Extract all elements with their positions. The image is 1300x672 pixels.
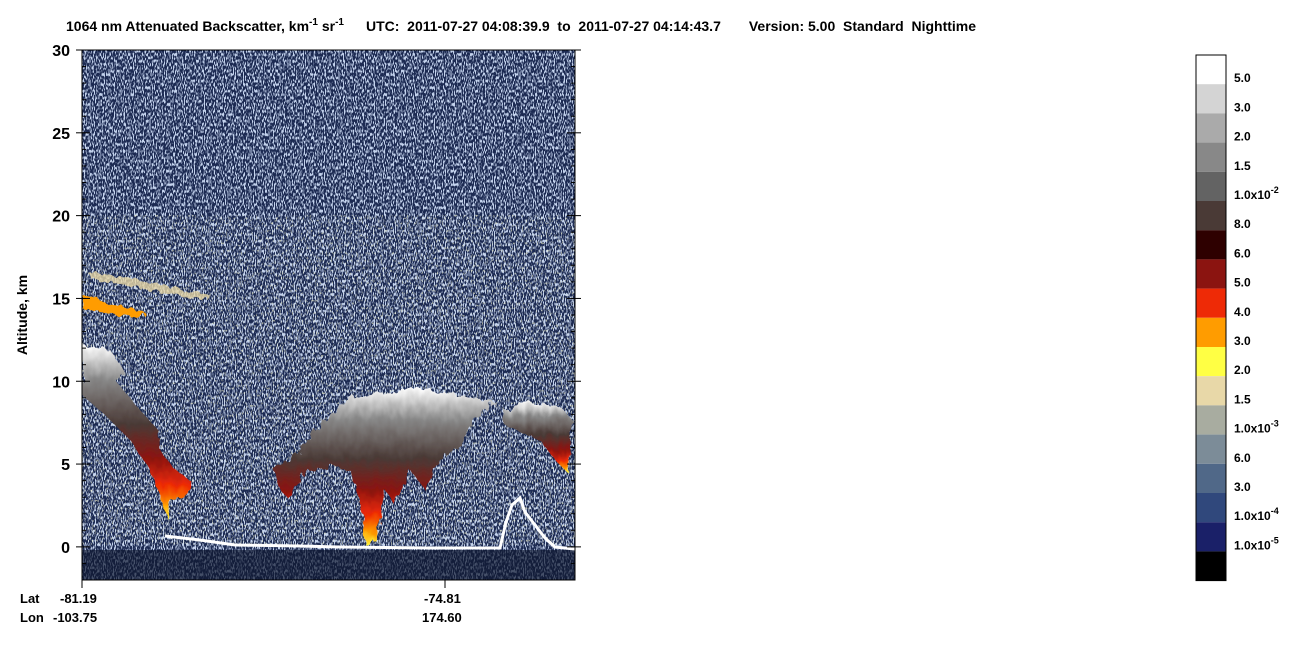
- colorbar-label-text: 5.0: [1234, 276, 1251, 290]
- y-tick-label: 0: [61, 540, 70, 557]
- colorbar-label-text: 5.0: [1234, 71, 1251, 85]
- colorbar-swatch: [1196, 113, 1226, 143]
- colorbar-label: 5.0: [1234, 276, 1251, 290]
- lon-label: Lon: [20, 610, 44, 625]
- colorbar-label-text: 6.0: [1234, 451, 1251, 465]
- colorbar-label: 6.0: [1234, 451, 1251, 465]
- colorbar-swatch: [1196, 288, 1226, 318]
- colorbar-swatch: [1196, 376, 1226, 406]
- y-axis-label: Altitude, km: [14, 275, 30, 355]
- y-tick-label: 10: [52, 374, 70, 391]
- colorbar-label-text: 3.0: [1234, 480, 1251, 494]
- colorbar-label-text: 1.0x10: [1234, 538, 1271, 552]
- x-tick-lon: -103.75: [53, 610, 97, 625]
- colorbar-label-text: 1.5: [1234, 392, 1251, 406]
- colorbar-swatch: [1196, 55, 1226, 85]
- colorbar-label-text: 3.0: [1234, 100, 1251, 114]
- x-tick-lat: -81.19: [60, 591, 97, 606]
- colorbar-swatch: [1196, 551, 1226, 581]
- colorbar-label: 2.0: [1234, 363, 1251, 377]
- colorbar-label: 3.0: [1234, 334, 1251, 348]
- colorbar-label: 3.0: [1234, 100, 1251, 114]
- x-tick-lon: 174.60: [422, 610, 462, 625]
- x-tick-lat: -74.81: [424, 591, 461, 606]
- colorbar-label-text: 8.0: [1234, 217, 1251, 231]
- colorbar-swatch: [1196, 230, 1226, 260]
- colorbar-swatch: [1196, 463, 1226, 493]
- colorbar-swatch: [1196, 405, 1226, 435]
- y-tick-label: 30: [52, 43, 70, 60]
- colorbar-label: 6.0: [1234, 246, 1251, 260]
- colorbar-swatch: [1196, 434, 1226, 464]
- colorbar-label-text: 2.0: [1234, 130, 1251, 144]
- y-tick-label: 20: [52, 209, 70, 226]
- y-tick-label: 25: [52, 126, 70, 143]
- colorbar-label-text: 1.0x10: [1234, 509, 1271, 523]
- chart-title: 1064 nm Attenuated Backscatter, km-1 sr-…: [66, 17, 976, 34]
- colorbar-label: 1.0x10-2: [1234, 185, 1279, 202]
- colorbar-label-exp: -2: [1271, 185, 1279, 195]
- colorbar-frame: [1195, 54, 1227, 582]
- colorbar-label-text: 2.0: [1234, 363, 1251, 377]
- colorbar-label-text: 1.5: [1234, 159, 1251, 173]
- colorbar-swatch: [1196, 259, 1226, 289]
- colorbar-label: 8.0: [1234, 217, 1251, 231]
- colorbar-label: 4.0: [1234, 305, 1251, 319]
- colorbar-label-text: 1.0x10: [1234, 422, 1271, 436]
- colorbar-label: 1.0x10-4: [1234, 506, 1279, 523]
- colorbar-label-exp: -4: [1271, 506, 1279, 516]
- colorbar-swatch: [1196, 493, 1226, 523]
- colorbar-label: 1.0x10-3: [1234, 419, 1279, 436]
- colorbar-label: 1.5: [1234, 159, 1251, 173]
- colorbar-label-exp: -3: [1271, 419, 1279, 429]
- colorbar-label: 5.0: [1234, 71, 1251, 85]
- colorbar-label: 1.5: [1234, 392, 1251, 406]
- colorbar-label-text: 1.0x10: [1234, 188, 1271, 202]
- colorbar-label-exp: -5: [1271, 535, 1279, 545]
- colorbar-swatch: [1196, 201, 1226, 231]
- colorbar-label: 2.0: [1234, 130, 1251, 144]
- colorbar-swatch: [1196, 317, 1226, 347]
- colorbar-swatch: [1196, 522, 1226, 552]
- colorbar-label-text: 4.0: [1234, 305, 1251, 319]
- colorbar-swatch: [1196, 347, 1226, 377]
- colorbar-swatch: [1196, 84, 1226, 114]
- lat-label: Lat: [20, 591, 40, 606]
- y-tick-label: 5: [61, 457, 70, 474]
- colorbar-label-text: 3.0: [1234, 334, 1251, 348]
- colorbar-label: 1.0x10-5: [1234, 535, 1279, 552]
- colorbar-swatch: [1196, 142, 1226, 172]
- colorbar-label-text: 6.0: [1234, 246, 1251, 260]
- y-tick-label: 15: [52, 291, 70, 308]
- colorbar-swatch: [1196, 171, 1226, 201]
- backscatter-image: [82, 50, 575, 580]
- colorbar-label: 3.0: [1234, 480, 1251, 494]
